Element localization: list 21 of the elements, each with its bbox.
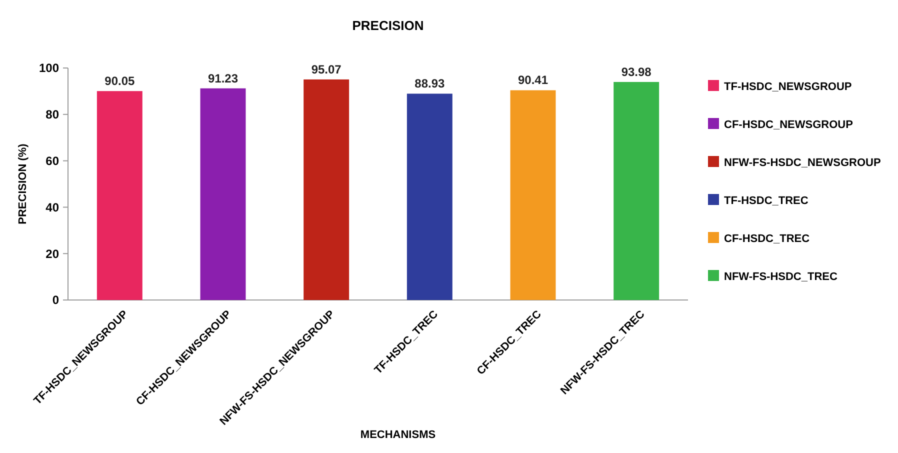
y-axis-title: PRECISION (%) [17,143,29,224]
chart-title: PRECISION [352,18,424,33]
legend-label: NFW-FS-HSDC_NEWSGROUP [724,156,881,169]
legend-label: TF-HSDC_TREC [724,194,808,207]
data-label: 93.98 [621,64,652,79]
y-tick-label: 20 [46,246,60,261]
data-label: 88.93 [414,76,446,91]
legend-label: NFW-FS-HSDC_TREC [724,270,838,283]
data-label: 95.07 [311,62,342,76]
data-label: 91.23 [208,71,238,86]
y-tick-label: 100 [38,61,60,76]
y-tick-label: 0 [52,293,60,308]
legend-label: CF-HSDC_NEWSGROUP [724,118,853,131]
legend-label: TF-HSDC_NEWSGROUP [724,80,852,93]
legend-label: CF-HSDC_TREC [724,232,810,245]
y-tick-label: 60 [46,154,60,168]
y-tick-label: 80 [46,108,60,122]
data-label: 90.05 [104,74,136,88]
y-tick-label: 40 [46,200,60,214]
data-label: 90.41 [518,73,548,88]
x-axis-title: MECHANISMS [360,429,436,441]
